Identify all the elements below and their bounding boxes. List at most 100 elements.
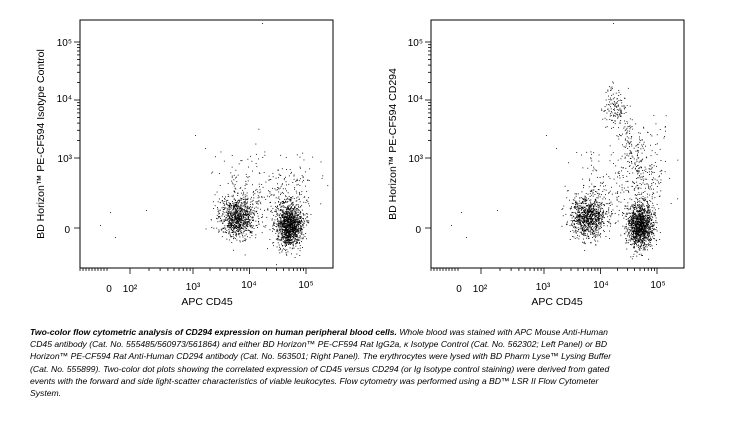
- dot-cluster-low-cd45: [586, 235, 588, 237]
- dot-cluster-high-cd45: [642, 230, 643, 232]
- dot-cluster-high-cd45: [647, 208, 649, 210]
- dot-cluster-low-cd45: [580, 220, 582, 222]
- dot-cluster-high-cd45: [290, 207, 291, 209]
- dot-cluster-low-cd45: [218, 231, 220, 233]
- dot-cluster-low-cd45: [251, 232, 253, 234]
- dot-cluster-low-cd45: [219, 213, 220, 215]
- dot-cluster-high-cd45: [646, 212, 648, 213]
- dot-cluster-high-cd45: [289, 236, 291, 238]
- dot-cluster-high-cd45: [652, 221, 654, 223]
- dot-cluster-low-cd45: [230, 218, 232, 220]
- dot-cluster-high-cd45: [644, 243, 646, 245]
- dot-outlier: [110, 212, 111, 213]
- dot-cluster-low-cd45: [598, 215, 600, 217]
- dot-scatter: [621, 184, 623, 186]
- dot-cluster-low-cd45: [243, 214, 245, 215]
- dot-scatter: [622, 212, 624, 214]
- dot-cluster-high-cd45: [653, 211, 655, 213]
- dot-cluster-high-cd45: [625, 238, 627, 240]
- dot-cluster-low-cd45: [584, 207, 586, 209]
- dot-cluster-high-cd45: [640, 227, 642, 229]
- dot-cluster-low-cd45: [231, 195, 233, 197]
- dot-cluster-high-cd45: [284, 219, 286, 220]
- dot-cluster-high-cd45: [306, 217, 308, 218]
- dot-scatter: [589, 179, 590, 181]
- dot-cluster-low-cd45: [221, 207, 223, 209]
- dot-cluster-low-cd45: [574, 206, 575, 207]
- dot-scatter: [637, 173, 638, 175]
- dot-cluster-high-cd45: [279, 226, 281, 228]
- dot-cluster-high-cd45: [293, 218, 295, 220]
- dot-cluster-high-cd45: [291, 239, 293, 240]
- dot-cluster-low-cd45: [217, 207, 218, 208]
- dot-cluster-low-cd45: [603, 225, 605, 227]
- dot-cluster-high-cd45: [281, 209, 283, 211]
- dot-cluster-low-cd45: [240, 222, 242, 224]
- dot-cluster-high-cd45: [279, 221, 281, 223]
- dot-cluster-low-cd45: [251, 213, 253, 215]
- dot-cluster-low-cd45: [228, 220, 230, 222]
- dot-cluster-low-cd45: [598, 211, 600, 213]
- dot-scatter: [593, 152, 595, 154]
- dot-cluster-high-cd45: [643, 236, 645, 238]
- dot-scatter: [282, 188, 284, 190]
- dot-cluster-low-cd45: [598, 217, 600, 219]
- dot-cluster-high-cd45: [279, 246, 280, 248]
- dot-cluster-low-cd45: [582, 213, 584, 215]
- dot-cluster-low-cd45: [248, 215, 250, 217]
- dot-cluster-low-cd45: [243, 204, 245, 206]
- dot-scatter: [277, 189, 278, 191]
- dot-cluster-low-cd45: [239, 208, 241, 210]
- dot-cluster-high-cd45: [643, 200, 645, 201]
- dot-scatter: [253, 194, 254, 196]
- dot-scatter: [621, 155, 623, 157]
- dot-cluster-high-cd45: [292, 208, 294, 210]
- dot-cluster-high-cd45: [295, 221, 296, 223]
- dot-cluster-high-cd45: [283, 237, 285, 239]
- dot-cluster-high-cd45: [284, 242, 285, 244]
- dot-cluster-low-cd45: [584, 221, 586, 223]
- dot-cluster-high-cd45: [297, 209, 299, 211]
- dot-cluster-high-cd45: [275, 232, 277, 234]
- dot-cluster-low-cd45: [236, 230, 237, 231]
- dot-cluster-high-cd45: [301, 220, 303, 222]
- dot-scatter: [257, 195, 259, 197]
- dot-cluster-high-cd45: [646, 230, 648, 231]
- dot-cluster-low-cd45: [574, 226, 576, 228]
- dot-cluster-low-cd45: [232, 234, 234, 236]
- dot-cluster-high-cd45: [630, 240, 632, 242]
- dot-cluster-high-cd45: [296, 227, 298, 229]
- dot-scatter: [258, 158, 259, 160]
- dot-cluster-high-cd45: [635, 240, 636, 241]
- dot-scatter: [262, 186, 264, 188]
- dot-cluster-high-cd45: [632, 222, 634, 224]
- dot-cluster-low-cd45: [603, 204, 605, 206]
- dot-cluster-low-cd45: [227, 216, 229, 218]
- dot-cluster-low-cd45: [238, 206, 239, 207]
- dot-cluster-high-cd45: [641, 224, 642, 226]
- dot-cluster-high-cd45: [280, 222, 282, 224]
- dot-scatter: [642, 145, 643, 147]
- dot-cluster-high-cd45: [642, 244, 644, 246]
- dot-cluster-low-cd45: [238, 231, 239, 233]
- dot-scatter: [231, 166, 233, 168]
- dot-cluster-low-cd45: [574, 219, 575, 221]
- dot-scatter: [299, 194, 300, 196]
- dot-cluster-high-cd45: [272, 208, 274, 210]
- dot-cluster-high-cd45: [281, 214, 283, 216]
- dot-cluster-high-cd45: [643, 210, 645, 212]
- dot-cluster-low-cd45: [235, 211, 237, 213]
- dot-cluster-low-cd45: [598, 202, 600, 203]
- dot-cluster-low-cd45: [577, 193, 579, 195]
- dot-cluster-high-cd45: [652, 205, 654, 207]
- dot-scatter: [603, 185, 605, 187]
- dot-cluster-low-cd45: [229, 234, 231, 236]
- dot-cluster-low-cd45: [594, 204, 596, 206]
- dot-cluster-high-cd45: [299, 222, 301, 224]
- dot-cluster-high-cd45: [294, 224, 296, 226]
- dot-cluster-low-cd45: [581, 220, 583, 222]
- dot-cluster-low-cd45: [571, 212, 573, 214]
- dot-cluster-high-cd45: [651, 207, 653, 208]
- dot-cluster-high-cd45: [282, 234, 284, 236]
- dot-cluster-high-cd45: [285, 235, 287, 237]
